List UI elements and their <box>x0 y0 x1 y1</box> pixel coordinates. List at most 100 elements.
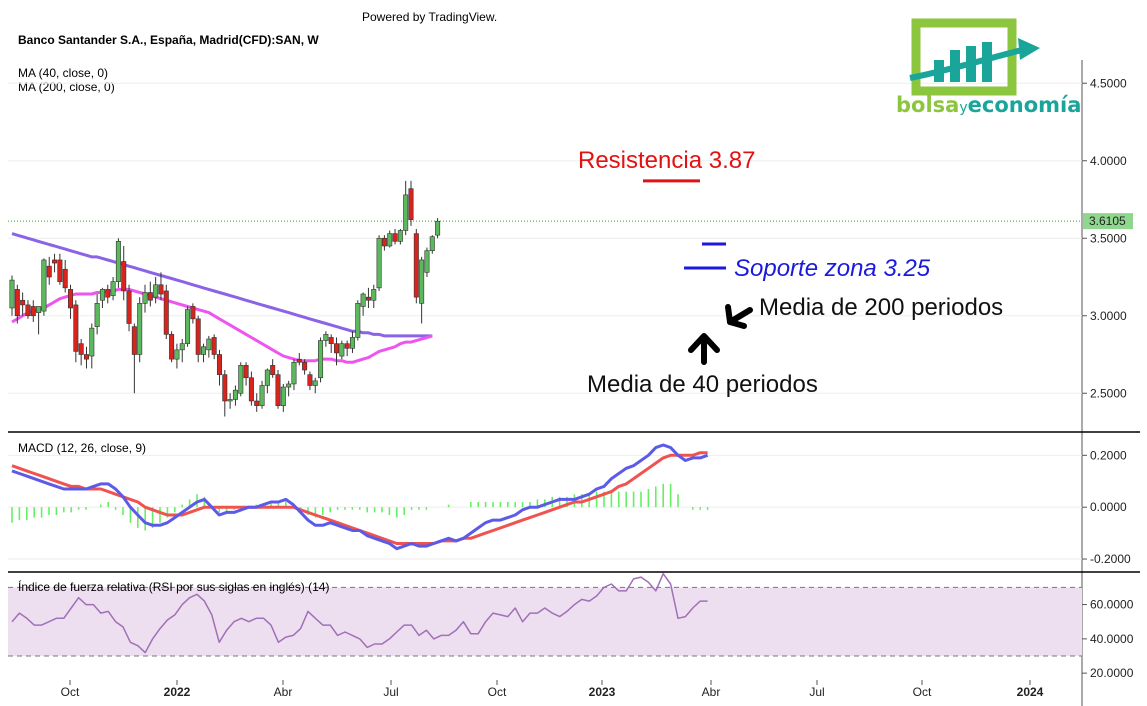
candle-body <box>137 303 143 355</box>
x-tick-label: Abr <box>274 685 293 699</box>
candle-body <box>371 289 377 301</box>
price-tick-label: 3.5000 <box>1090 231 1127 245</box>
candle-body <box>360 293 366 307</box>
indicator-ma40-label: MA (40, close, 0) <box>18 66 109 80</box>
arrow-icon-ma40 <box>688 333 720 365</box>
svg-text:bolsayeconomía: bolsayeconomía <box>896 93 1081 117</box>
candle-body <box>25 304 31 317</box>
candle-body <box>68 289 74 309</box>
rsi-band <box>8 587 1082 656</box>
x-tick-label: Jul <box>383 685 398 699</box>
logo-text-bolsa: bolsa <box>896 93 959 117</box>
candle-body <box>169 334 175 360</box>
candle-body <box>30 306 36 317</box>
candle-body <box>99 289 105 301</box>
candle-body <box>344 343 350 349</box>
x-tick-label: 2022 <box>164 685 191 699</box>
resistance-label: Resistencia 3.87 <box>578 147 755 174</box>
macd-title: MACD (12, 26, close, 9) <box>18 441 147 455</box>
candle-body <box>73 304 79 352</box>
rsi-tick-label: 60.0000 <box>1090 598 1134 612</box>
rsi-line <box>11 572 708 654</box>
candle-body <box>163 290 169 335</box>
price-tick-label: 3.0000 <box>1090 309 1127 323</box>
candle-body <box>211 337 217 355</box>
candle-body <box>126 290 132 324</box>
candle-body <box>376 237 382 289</box>
candle-body <box>429 236 435 251</box>
candle-body <box>147 292 153 301</box>
candle-body <box>328 337 334 344</box>
candle-body <box>9 279 15 309</box>
candle-body <box>334 343 340 354</box>
candle-body <box>397 230 403 242</box>
candle-body <box>435 220 441 236</box>
candle-body <box>392 233 398 242</box>
candle-body <box>158 284 164 295</box>
candle-body <box>20 299 26 306</box>
candle-body <box>349 337 355 349</box>
candle-body <box>286 383 292 388</box>
price-tick-label: 2.5000 <box>1090 386 1127 400</box>
candle-body <box>275 374 281 406</box>
candle-body <box>153 284 159 298</box>
candle-body <box>57 259 63 282</box>
candle-body <box>296 358 302 363</box>
candle-body <box>201 346 207 355</box>
candle-body <box>291 361 297 385</box>
candle-body <box>312 380 318 386</box>
logo-text-y: y <box>959 100 967 116</box>
macd-tick-label: 0.0000 <box>1090 500 1127 514</box>
candle-body <box>227 399 233 402</box>
candle-body <box>424 250 430 273</box>
price-tick-label: 4.5000 <box>1090 76 1127 90</box>
candle-body <box>216 354 222 375</box>
candle-body <box>302 361 308 371</box>
candle-body <box>36 306 42 313</box>
x-tick-label: Oct <box>61 685 80 699</box>
candle-body <box>115 241 121 282</box>
candle-body <box>142 292 148 304</box>
candle-body <box>408 188 414 220</box>
ma40-line <box>11 287 433 364</box>
candle-body <box>94 303 100 327</box>
rsi-tick-label: 40.0000 <box>1090 632 1134 646</box>
candle-body <box>52 259 58 264</box>
candle-body <box>190 306 196 320</box>
candle-body <box>14 289 20 317</box>
x-tick-label: Oct <box>488 685 507 699</box>
rsi-tick-label: 20.0000 <box>1090 666 1134 680</box>
candle-body <box>78 343 84 355</box>
x-tick-label: 2024 <box>1017 685 1044 699</box>
candle-body <box>110 281 116 296</box>
candle-body <box>105 289 111 298</box>
macd-line <box>11 443 709 551</box>
x-tick-label: Jul <box>809 685 824 699</box>
candle-body <box>232 389 238 400</box>
candle-body <box>280 386 286 406</box>
candle-body <box>419 259 425 304</box>
ma40-annotation: Media de 40 periodos <box>587 371 818 398</box>
support-label: Soporte zona 3.25 <box>734 255 931 282</box>
candle-body <box>381 237 387 247</box>
candle-body <box>179 343 185 351</box>
candle-body <box>264 369 270 386</box>
candle-body <box>248 377 254 402</box>
arrow-icon-ma200 <box>725 304 753 329</box>
candle-body <box>355 303 361 338</box>
macd-tick-label: 0.2000 <box>1090 448 1127 462</box>
candle-body <box>89 327 95 357</box>
rsi-title: Índice de fuerza relativa (RSI por sus s… <box>18 580 330 594</box>
candle-body <box>323 334 329 341</box>
candle-body <box>270 365 276 375</box>
last-price-label: 3.6105 <box>1089 214 1126 228</box>
candle-body <box>243 365 249 379</box>
x-tick-label: Abr <box>702 685 721 699</box>
candle-body <box>206 338 212 351</box>
logo-text-economia: economía <box>968 93 1082 117</box>
powered-by-label: Powered by TradingView. <box>362 10 498 24</box>
candle-body <box>41 259 47 312</box>
candle-body <box>185 309 191 344</box>
candle-body <box>83 354 89 360</box>
x-tick-label: Oct <box>913 685 932 699</box>
